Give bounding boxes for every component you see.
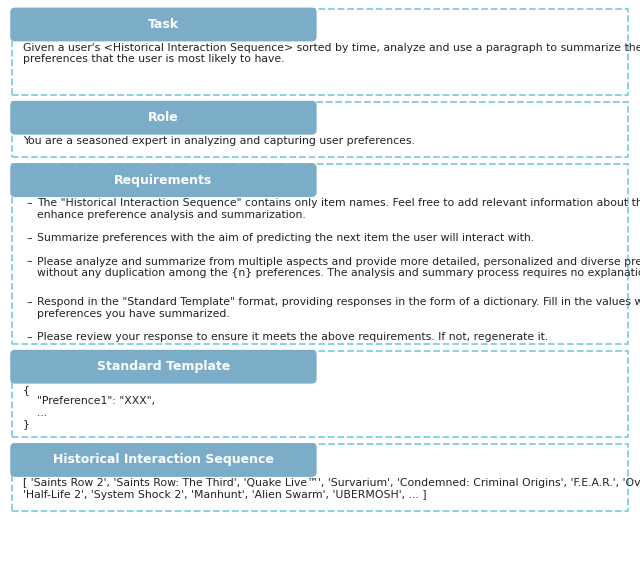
FancyBboxPatch shape (10, 163, 317, 197)
FancyBboxPatch shape (10, 350, 317, 384)
FancyBboxPatch shape (10, 101, 317, 135)
Text: Standard Template: Standard Template (97, 360, 230, 373)
FancyBboxPatch shape (12, 9, 628, 95)
Text: Please analyze and summarize from multiple aspects and provide more detailed, pe: Please analyze and summarize from multip… (37, 257, 640, 278)
Text: Please review your response to ensure it meets the above requirements. If not, r: Please review your response to ensure it… (37, 332, 548, 342)
FancyBboxPatch shape (12, 164, 628, 344)
FancyBboxPatch shape (10, 443, 317, 477)
Text: Respond in the "Standard Template" format, providing responses in the form of a : Respond in the "Standard Template" forma… (37, 297, 640, 319)
Text: Historical Interaction Sequence: Historical Interaction Sequence (53, 454, 274, 466)
Text: You are a seasoned expert in analyzing and capturing user preferences.: You are a seasoned expert in analyzing a… (23, 136, 415, 146)
Text: Given a user's <Historical Interaction Sequence> sorted by time, analyze and use: Given a user's <Historical Interaction S… (23, 43, 640, 64)
FancyBboxPatch shape (12, 444, 628, 511)
Text: Requirements: Requirements (115, 174, 212, 187)
Text: –: – (26, 297, 32, 307)
Text: The "Historical Interaction Sequence" contains only item names. Feel free to add: The "Historical Interaction Sequence" co… (37, 198, 640, 220)
FancyBboxPatch shape (12, 351, 628, 437)
Text: [ 'Saints Row 2', 'Saints Row: The Third', 'Quake Live™', 'Survarium', 'Condemne: [ 'Saints Row 2', 'Saints Row: The Third… (23, 478, 640, 500)
FancyBboxPatch shape (12, 102, 628, 157)
Text: Summarize preferences with the aim of predicting the next item the user will int: Summarize preferences with the aim of pr… (37, 233, 534, 243)
Text: –: – (26, 198, 32, 208)
Text: –: – (26, 332, 32, 342)
Text: –: – (26, 233, 32, 243)
Text: {
    "Preference1": "XXX",
    ...
}: { "Preference1": "XXX", ... } (23, 385, 155, 430)
Text: Task: Task (148, 18, 179, 31)
Text: Role: Role (148, 111, 179, 124)
FancyBboxPatch shape (10, 8, 317, 41)
Text: –: – (26, 257, 32, 266)
